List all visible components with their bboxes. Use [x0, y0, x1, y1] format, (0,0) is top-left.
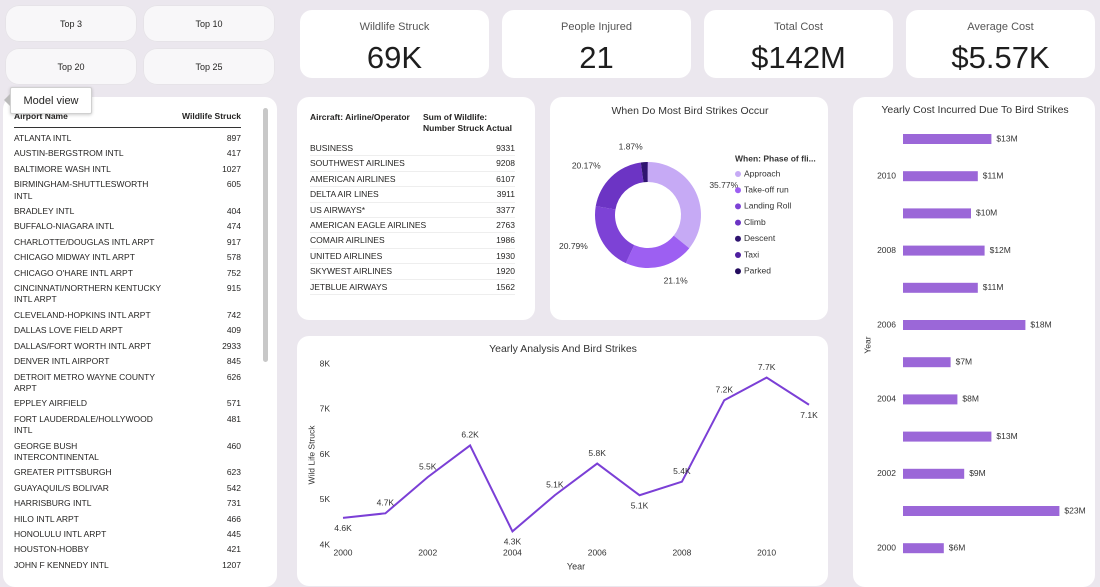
x-tick-label: 2004: [503, 547, 522, 557]
y-tick-label: 4K: [320, 539, 331, 549]
data-label: 4.3K: [504, 537, 522, 547]
data-label: $10M: [976, 208, 997, 218]
y-tick-label: 2008: [877, 245, 896, 255]
y-tick-label: 2000: [877, 542, 896, 552]
legend-label: Climb: [744, 217, 766, 227]
data-label: $11M: [983, 282, 1004, 292]
data-label: 20.17%: [572, 160, 601, 170]
y-tick-label: 8K: [320, 358, 331, 368]
data-label: $7M: [956, 356, 973, 366]
data-label: $9M: [969, 468, 986, 478]
data-label: $23M: [1064, 505, 1085, 515]
y-tick-label: 6K: [320, 449, 331, 459]
legend-swatch: [735, 252, 741, 258]
bar: [903, 171, 978, 181]
x-tick-label: 2002: [418, 547, 437, 557]
data-label: $13M: [996, 431, 1017, 441]
data-label: 20.79%: [559, 241, 588, 251]
data-label: $6M: [949, 542, 966, 552]
data-label: 5.5K: [419, 461, 437, 471]
legend-label: Take-off run: [744, 184, 789, 194]
x-tick-label: 2010: [757, 547, 776, 557]
bar: [903, 208, 971, 218]
data-label: 7.2K: [716, 384, 734, 394]
legend-title: When: Phase of fli...: [735, 153, 816, 163]
donut-slice: [648, 162, 701, 248]
legend-label: Descent: [744, 233, 776, 243]
data-label: 1.87%: [619, 141, 644, 151]
donut-slice: [595, 206, 634, 263]
chart-title: When Do Most Bird Strikes Occur: [612, 105, 769, 117]
bar: [903, 506, 1059, 516]
bar: [903, 320, 1025, 330]
data-label: 5.1K: [546, 479, 564, 489]
x-tick-label: 2008: [672, 547, 691, 557]
bar: [903, 469, 964, 479]
legend-label: Landing Roll: [744, 201, 791, 211]
legend-swatch: [735, 187, 741, 193]
data-label: 5.8K: [588, 448, 606, 458]
data-label: 5.4K: [673, 466, 691, 476]
y-tick-label: 2010: [877, 170, 896, 180]
data-label: $18M: [1030, 319, 1051, 329]
bar: [903, 134, 991, 144]
data-label: 4.6K: [334, 523, 352, 533]
bar: [903, 246, 985, 256]
bar: [903, 543, 944, 553]
legend-label: Taxi: [744, 249, 759, 259]
legend-swatch: [735, 220, 741, 226]
y-axis-label: Wild Life Struck: [306, 425, 316, 485]
y-tick-label: 7K: [320, 404, 331, 414]
bar: [903, 394, 957, 404]
data-label: 5.1K: [631, 500, 649, 510]
data-label: $8M: [962, 394, 979, 404]
legend-swatch: [735, 203, 741, 209]
data-label: 7.7K: [758, 362, 776, 372]
y-axis-label: Year: [862, 336, 872, 353]
x-tick-label: 2006: [588, 547, 607, 557]
legend-label: Approach: [744, 168, 781, 178]
y-tick-label: 2004: [877, 394, 896, 404]
data-label: $13M: [996, 133, 1017, 143]
chart-title: Yearly Analysis And Bird Strikes: [489, 343, 637, 355]
bar: [903, 283, 978, 293]
y-tick-label: 5K: [320, 494, 331, 504]
chart-title: Yearly Cost Incurred Due To Bird Strikes: [881, 104, 1068, 116]
legend-label: Parked: [744, 265, 771, 275]
data-label: 21.1%: [664, 275, 689, 285]
x-tick-label: 2000: [334, 547, 353, 557]
legend-swatch: [735, 236, 741, 242]
bar: [903, 432, 991, 442]
data-label: 7.1K: [800, 410, 818, 420]
line-series: [343, 378, 809, 532]
donut-slice: [596, 162, 644, 209]
legend-swatch: [735, 171, 741, 177]
data-label: $11M: [983, 170, 1004, 180]
data-label: 35.77%: [709, 180, 738, 190]
legend-swatch: [735, 268, 741, 274]
bar: [903, 357, 951, 367]
data-label: 6.2K: [461, 430, 479, 440]
y-tick-label: 2006: [877, 319, 896, 329]
data-label: 4.7K: [377, 498, 395, 508]
y-tick-label: 2002: [877, 468, 896, 478]
x-axis-label: Year: [567, 561, 585, 571]
data-label: $12M: [990, 245, 1011, 255]
